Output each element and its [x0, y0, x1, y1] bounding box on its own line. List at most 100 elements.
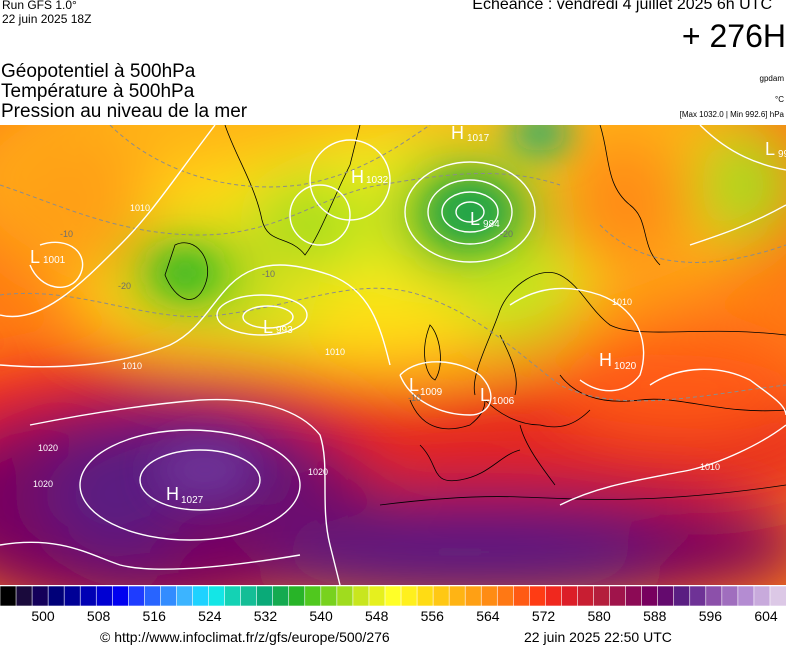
center-type: L: [470, 209, 480, 229]
center-value: 993: [276, 325, 293, 336]
color-swatch: [352, 586, 370, 606]
isobar-label: 1020: [308, 467, 328, 477]
scale-tick-label: 556: [420, 608, 444, 624]
echeance-label: Echéance : vendredi 4 juillet 2025 6h UT…: [472, 0, 772, 13]
isotherm-label: -10: [262, 269, 275, 279]
title-temperature: Température à 500hPa: [1, 81, 195, 102]
center-type: L: [263, 317, 273, 337]
title-pressure: Pression au niveau de la mer: [1, 101, 248, 122]
high-center: H 1017: [451, 125, 490, 144]
scale-tick-label: 604: [754, 608, 778, 624]
low-center: L 1001: [30, 247, 66, 267]
unit-gpdam: gpdam: [759, 74, 784, 83]
center-value: 1020: [614, 361, 637, 372]
color-swatch: [705, 586, 723, 606]
scale-tick-label: 572: [531, 608, 556, 624]
color-swatch: [95, 586, 114, 606]
color-swatch: [432, 586, 450, 606]
high-center: H 1027: [166, 484, 204, 506]
color-swatch: [0, 586, 17, 606]
low-center: L 984: [470, 209, 500, 230]
low-center: L 99: [765, 139, 786, 160]
color-swatch: [31, 586, 49, 606]
color-swatch: [400, 586, 418, 606]
color-swatch: [111, 586, 130, 606]
color-swatch: [545, 586, 563, 606]
center-type: H: [451, 125, 464, 143]
scale-tick-label: 548: [365, 608, 389, 624]
pressure-range: [Max 1032.0 | Min 992.6] hPa: [679, 110, 784, 119]
isobar-label: 1010: [122, 361, 142, 371]
isobars: [0, 125, 786, 585]
isobar-label: 1010: [700, 462, 720, 472]
center-value: 984: [483, 219, 500, 230]
scale-tick-label: 580: [587, 608, 611, 624]
color-swatch: [673, 586, 691, 606]
weather-map: 1010 1010 1010 1010 1010 1020 1020 1020 …: [0, 125, 786, 585]
color-swatch: [577, 586, 595, 606]
center-type: H: [599, 350, 612, 370]
color-swatch: [513, 586, 531, 606]
color-swatch: [336, 586, 354, 606]
pressure-centers: L 1001 H 1032 L 984 L 993 H 1017 H 1020: [30, 125, 786, 506]
center-type: H: [351, 167, 364, 187]
isobar-label: 1010: [325, 347, 345, 357]
color-swatch: [529, 586, 547, 606]
scale-tick-label: 596: [698, 608, 723, 624]
color-swatch: [737, 586, 755, 606]
low-center: L 1006: [480, 385, 515, 407]
color-swatch: [47, 586, 65, 606]
scale-tick-label: 564: [476, 608, 500, 624]
isotherm-label: -20: [118, 281, 131, 291]
color-swatch: [208, 586, 226, 606]
color-swatch: [625, 586, 643, 606]
scale-tick-label: 500: [31, 608, 55, 624]
color-swatch: [416, 586, 434, 606]
timestamp-text: 22 juin 2025 22:50 UTC: [524, 629, 672, 645]
center-value: 1001: [43, 255, 66, 266]
color-swatch: [272, 586, 290, 606]
color-swatch: [657, 586, 675, 606]
color-swatch: [320, 586, 338, 606]
color-swatch: [63, 586, 82, 606]
isotherm-label: -10: [408, 393, 421, 403]
high-center: H 1032: [351, 167, 389, 187]
color-swatch: [641, 586, 659, 606]
center-value: 1017: [467, 133, 490, 144]
center-value: 1027: [181, 495, 204, 506]
isobar-label-group: 1010 1010 1010 1010 1010 1020 1020 1020: [33, 203, 720, 489]
low-center: L 993: [263, 317, 293, 337]
color-swatch: [176, 586, 194, 606]
center-type: H: [166, 484, 179, 504]
color-swatch: [79, 586, 98, 606]
color-swatch: [144, 586, 162, 606]
isobar-label: 1010: [612, 297, 632, 307]
run-date: 22 juin 2025 18Z: [2, 12, 92, 26]
scale-tick-label: 524: [198, 608, 222, 624]
center-value: 1032: [366, 175, 389, 186]
color-swatch: [464, 586, 483, 606]
color-swatch: [496, 586, 515, 606]
center-value: 1006: [492, 396, 515, 407]
center-type: L: [409, 375, 419, 395]
run-label: Run GFS 1.0°: [2, 0, 77, 12]
color-swatch: [480, 586, 499, 606]
isobar-label: 1020: [38, 443, 58, 453]
scale-tick-label: 588: [643, 608, 667, 624]
color-swatch: [224, 586, 242, 606]
color-swatch: [160, 586, 178, 606]
title-geopotential: Géopotentiel à 500hPa: [1, 61, 196, 82]
color-swatch: [448, 586, 466, 606]
center-type: L: [30, 247, 40, 267]
scale-tick-label: 532: [253, 608, 278, 624]
color-swatch: [240, 586, 258, 606]
center-type: L: [765, 139, 775, 159]
color-swatch: [128, 586, 146, 606]
isotherm-label: -10: [60, 229, 73, 239]
color-swatch: [689, 586, 707, 606]
high-center: H 1020: [599, 350, 637, 372]
center-value: 99: [778, 149, 786, 160]
coastlines: [164, 125, 786, 506]
low-center: L 1009: [409, 375, 443, 398]
scale-tick-label: 508: [86, 608, 111, 624]
